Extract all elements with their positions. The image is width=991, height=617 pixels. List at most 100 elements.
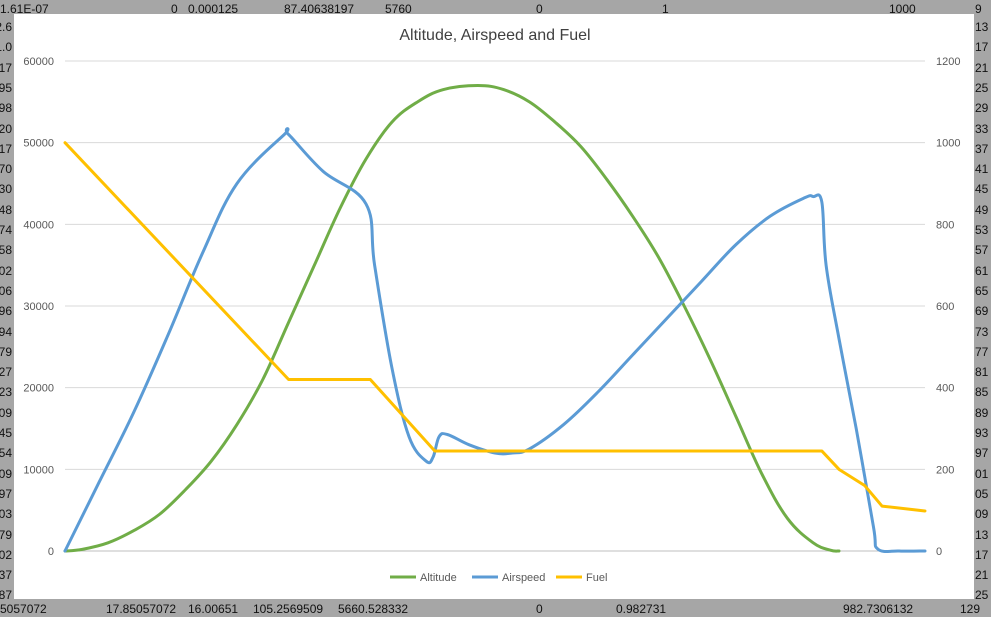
cell-fragment: 79	[0, 344, 12, 359]
cell[interactable]: 105.2569509	[253, 602, 324, 616]
sheet-bottom-row: 5057072 17.85057072 16.00651 105.2569509…	[0, 602, 991, 616]
y-left-tick-label: 60000	[23, 56, 54, 68]
legend-label: Fuel	[586, 572, 607, 584]
cell-fragment: 70	[0, 162, 12, 177]
cell[interactable]: 1	[662, 2, 669, 16]
sheet-right-column: 13 17 21 25 29 33 37 41 45 49 53 57 61 65 69 73 77 81 85 89…	[974, 14, 991, 600]
cell-fragment: 87	[0, 588, 12, 600]
cell-fragment: 97	[0, 486, 12, 501]
cell-fragment: 93	[975, 426, 989, 440]
y-left-tick-label: 30000	[23, 301, 54, 313]
cell[interactable]: 0	[536, 2, 543, 16]
cell-fragment: 45	[975, 182, 989, 197]
cell-fragment: 01	[975, 466, 989, 481]
y-right-tick-label: 1200	[936, 56, 960, 68]
chart-area[interactable]: Altitude, Airspeed and Fuel 0 10000 20000 30…	[14, 14, 974, 599]
cell-fragment: 85	[975, 385, 989, 400]
cell[interactable]: 0	[536, 602, 543, 616]
cell[interactable]: 1000	[889, 2, 916, 16]
cell-fragment: 54	[0, 446, 12, 461]
cell[interactable]: 5660.528332	[338, 602, 409, 616]
cell[interactable]: 5760	[385, 2, 412, 16]
cell[interactable]: 87.40638197	[284, 2, 355, 16]
cell[interactable]: 1.61E-07	[0, 2, 49, 16]
cell-fragment: 41	[975, 162, 989, 177]
cell-fragment: 02	[0, 547, 12, 562]
y-right-tick-label: 800	[936, 219, 954, 231]
cell-fragment: 17	[975, 547, 989, 562]
cell-fragment: 37	[975, 141, 989, 156]
cell-fragment: 65	[975, 283, 989, 298]
cell-fragment: 81	[975, 365, 989, 380]
cell-fragment: 25	[975, 80, 989, 95]
cell[interactable]: 5057072	[0, 602, 47, 616]
y-right-tick-label: 200	[936, 464, 954, 476]
cell-fragment: 21	[975, 568, 989, 583]
cell-fragment: 27	[0, 365, 12, 380]
cell-fragment: 53	[975, 223, 989, 237]
cell-fragment: 1.0	[0, 40, 12, 55]
chart-title: Altitude, Airspeed and Fuel	[399, 27, 590, 44]
series-line-fuel	[63, 141, 927, 513]
cell-fragment: 89	[975, 405, 989, 420]
cell-fragment: 69	[975, 304, 989, 319]
cell-fragment: 09	[975, 507, 989, 522]
cell-fragment: 73	[975, 324, 989, 339]
cell-fragment: 30	[0, 182, 12, 197]
y-right-tick-label: 0	[936, 546, 942, 558]
cell-fragment: 2.6	[0, 20, 12, 34]
cell-fragment: 09	[0, 466, 12, 481]
sheet-top-row: 1.61E-07 0 0.000125 87.40638197 5760 0 1…	[0, 2, 991, 16]
y-left-tick-label: 0	[48, 546, 54, 558]
y-right-tick-label: 1000	[936, 138, 960, 150]
cell-fragment: 98	[0, 101, 12, 116]
cell-fragment: 23	[0, 385, 12, 400]
cell-fragment: 77	[975, 344, 989, 359]
cell-fragment: 20	[0, 121, 12, 136]
cell-fragment: 97	[975, 446, 989, 461]
y-left-tick-label: 10000	[23, 464, 54, 476]
cell[interactable]: 982.7306132	[843, 602, 914, 616]
cell-fragment: 58	[0, 243, 12, 258]
cell[interactable]: 9	[975, 2, 982, 16]
cell-fragment: 17	[0, 141, 12, 156]
cell-fragment: 13	[975, 527, 989, 542]
line-chart: Altitude, Airspeed and Fuel0100002000030…	[23, 27, 960, 584]
cell-fragment: 21	[975, 60, 989, 75]
cell[interactable]: 0	[171, 2, 178, 16]
cell-fragment: 17	[0, 60, 12, 75]
cell[interactable]: 0.000125	[188, 2, 239, 16]
legend-label: Altitude	[420, 572, 457, 584]
cell-fragment: 57	[975, 243, 989, 258]
cell-fragment: 49	[975, 202, 989, 217]
legend-label: Airspeed	[502, 572, 545, 584]
cell-fragment: 33	[975, 121, 989, 136]
cell[interactable]: 0.982731	[616, 602, 667, 616]
cell-fragment: 05	[975, 486, 989, 501]
cell-fragment: 74	[0, 223, 12, 237]
cell-fragment: 17	[975, 40, 989, 55]
cell-fragment: 03	[0, 507, 12, 522]
cell[interactable]: 129	[960, 602, 981, 616]
cell-fragment: 79	[0, 527, 12, 542]
cell-fragment: 29	[975, 101, 989, 116]
cell-fragment: 45	[0, 426, 12, 440]
cell-fragment: 48	[0, 202, 12, 217]
cell-fragment: 13	[975, 20, 989, 34]
cell[interactable]: 17.85057072	[106, 602, 177, 616]
cell-fragment: 02	[0, 263, 12, 278]
cell-fragment: 25	[975, 588, 989, 600]
cell-fragment: 09	[0, 405, 12, 420]
cell-fragment: 96	[0, 304, 12, 319]
y-right-tick-label: 400	[936, 383, 954, 395]
y-left-tick-label: 40000	[23, 219, 54, 231]
cell-fragment: 94	[0, 324, 12, 339]
cell-fragment: 61	[975, 263, 989, 278]
cell-fragment: 06	[0, 283, 12, 298]
y-right-tick-label: 600	[936, 301, 954, 313]
cell[interactable]: 16.00651	[188, 602, 239, 616]
cell-fragment: 37	[0, 568, 12, 583]
cell-fragment: 95	[0, 80, 12, 95]
series-line-airspeed	[63, 127, 927, 553]
sheet-left-column: 2.6 1.0 17 95 98 20 17 70 30 48 74 58 02 06 96 94 79 27 23…	[0, 14, 14, 600]
